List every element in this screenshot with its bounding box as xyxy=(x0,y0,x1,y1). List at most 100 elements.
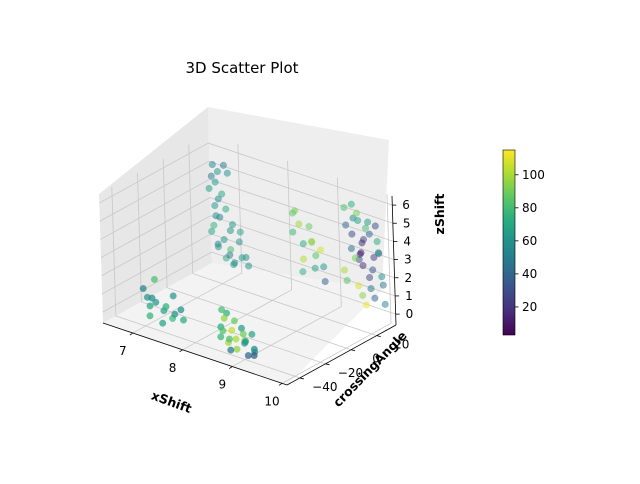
scatter-point xyxy=(227,346,235,354)
x-tick-label: 9 xyxy=(218,378,226,392)
scatter-point xyxy=(352,209,361,217)
x-tick-mark xyxy=(129,332,134,336)
scatter-point xyxy=(365,230,373,238)
scatter-point xyxy=(214,240,222,248)
scatter-point xyxy=(211,202,219,210)
y-tick-mark xyxy=(351,349,356,352)
z-tick-label: 3 xyxy=(404,253,412,267)
scatter-point xyxy=(210,221,218,229)
scatter-point xyxy=(146,312,154,320)
scatter-point xyxy=(139,284,147,293)
scatter-point xyxy=(218,190,226,198)
scatter-point xyxy=(245,262,253,270)
scatter-point xyxy=(354,216,362,225)
scatter-point xyxy=(230,317,238,325)
colorbar-tick-label: 40 xyxy=(522,267,537,281)
scatter-point xyxy=(250,345,258,353)
z-grid-line xyxy=(101,215,395,279)
scatter-point xyxy=(366,273,374,282)
back-pane xyxy=(208,107,389,290)
scatter-point xyxy=(211,178,219,186)
z-tick-label: 6 xyxy=(402,198,410,212)
scatter-point xyxy=(359,262,367,270)
y-tick-mark xyxy=(325,363,330,366)
x-grid-line xyxy=(281,194,392,384)
z-tick-label: 2 xyxy=(405,271,413,285)
scatter-point xyxy=(320,263,328,271)
scatter-point xyxy=(371,222,379,230)
scatter-point xyxy=(146,302,154,310)
z-grid-line xyxy=(99,142,393,206)
scatter-point xyxy=(357,249,365,257)
scatter-point xyxy=(361,224,370,232)
scatter-point xyxy=(232,335,240,343)
scatter-point xyxy=(340,203,348,212)
colorbar-tick-label: 80 xyxy=(522,201,537,215)
z-axis-line xyxy=(391,195,397,326)
scatter-point xyxy=(291,207,299,215)
x-grid-line xyxy=(132,144,243,334)
scatter-point xyxy=(222,205,230,213)
z-tick-label: 0 xyxy=(406,307,414,321)
chart-title: 3D Scatter Plot xyxy=(185,59,298,77)
scatter-point xyxy=(299,255,308,263)
x-tick-label: 8 xyxy=(169,361,177,375)
scatter-point xyxy=(348,230,356,238)
scatter-point xyxy=(148,294,156,302)
y-grid-line xyxy=(137,172,326,365)
scatter-point xyxy=(317,246,325,254)
scatter-point xyxy=(340,266,349,274)
colorbar-tick-label: 20 xyxy=(522,300,537,314)
z-tick-label: 1 xyxy=(405,289,413,303)
y-tick-label: −20 xyxy=(338,366,363,380)
scatter-point xyxy=(299,240,307,248)
scatter-point xyxy=(207,172,215,180)
scatter-point xyxy=(231,259,239,267)
z-tick-label: 5 xyxy=(403,216,411,230)
z-grid-line xyxy=(99,160,393,224)
y-tick-label: 0 xyxy=(372,352,380,366)
colorbar-tick-label: 100 xyxy=(522,168,545,182)
scatter-point xyxy=(373,238,381,246)
scatter-point xyxy=(208,227,216,235)
scatter-point xyxy=(378,273,386,281)
scatter-point xyxy=(355,282,363,290)
y-grid-line xyxy=(162,158,352,351)
scatter-point xyxy=(220,314,228,322)
scatter-point xyxy=(179,316,188,324)
scatter-point xyxy=(177,306,185,314)
scatter-point xyxy=(359,291,367,299)
scatter-point xyxy=(347,200,355,208)
tick-labels: 7 8 9 10 −40−20 0 20 0 1 2 3 4 5 6 xyxy=(119,198,413,408)
scatter-point xyxy=(208,160,216,169)
scatter-point xyxy=(289,228,297,236)
scatter-point xyxy=(225,335,233,343)
scatter-point xyxy=(242,337,250,346)
x-tick-mark xyxy=(278,382,283,386)
data-points xyxy=(139,160,389,360)
scatter-point xyxy=(159,319,167,327)
scatter-point xyxy=(238,254,246,262)
scatter-point xyxy=(311,264,319,272)
scatter-point xyxy=(369,266,377,274)
scatter-point xyxy=(227,246,235,254)
y-tick-mark xyxy=(376,335,381,337)
scatter-point xyxy=(367,285,375,293)
scatter-point xyxy=(235,238,243,246)
scatter-point xyxy=(220,236,228,244)
scatter-point xyxy=(363,301,371,309)
x-grid-line xyxy=(182,160,292,351)
scatter-point xyxy=(233,345,241,353)
x-tick-mark xyxy=(179,349,183,353)
scatter-point xyxy=(171,310,179,318)
scatter-point xyxy=(169,292,177,300)
colorbar-ticks: 20 40 60 80 100 xyxy=(515,168,545,314)
scatter-point xyxy=(299,268,307,276)
y-axis-line xyxy=(286,324,397,386)
scatter-point xyxy=(374,249,382,257)
x-axis-label: xShift xyxy=(149,388,193,416)
scatter-point xyxy=(213,168,221,176)
scatter-point xyxy=(236,228,244,236)
scatter-point xyxy=(342,221,350,229)
